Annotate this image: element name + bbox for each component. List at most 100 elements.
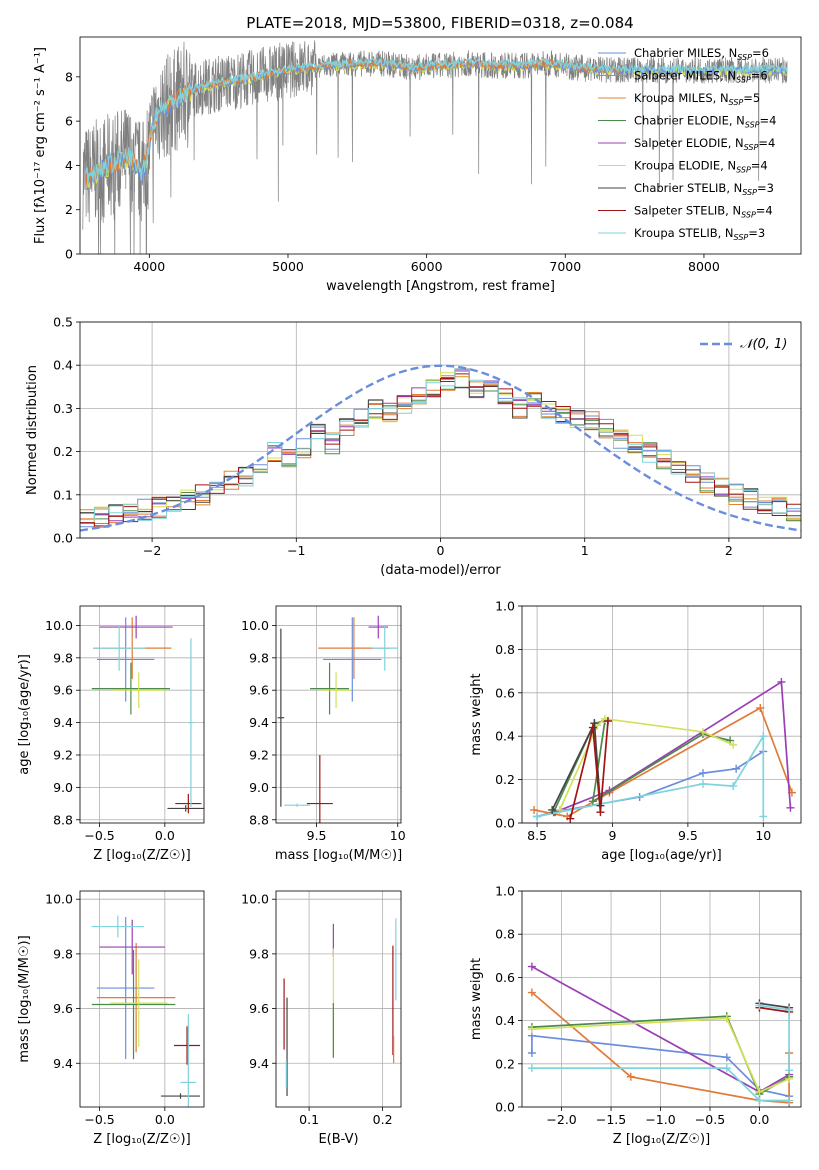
- y-tick-label: 8: [65, 69, 73, 84]
- weight-marker: [729, 782, 738, 791]
- y-tick-label: 1.0: [495, 599, 515, 614]
- weight-marker: [566, 814, 575, 823]
- y-tick-label: 10.0: [241, 618, 269, 633]
- axes-frame: [79, 321, 802, 539]
- y-tick-label: 0.0: [495, 816, 515, 831]
- legend-nssp: =4: [751, 159, 768, 173]
- x-axis-label: Z [log₁₀(Z/Z☉)]: [613, 1132, 710, 1147]
- axes-frame: [79, 890, 205, 1108]
- axes-frame: [521, 605, 802, 824]
- chart-residuals: −2 −1 0 1 2 0.0 0.1 0.2 0.3 0.4 0.5 (data-model)/er…: [25, 315, 802, 578]
- axes-frame: [521, 890, 802, 1108]
- y-tick-label: 0.3: [53, 401, 73, 416]
- y-tick-label: 0.2: [495, 772, 515, 787]
- y-tick-label: 9.4: [53, 715, 73, 730]
- weight-series-7: [569, 720, 609, 819]
- legend-entry-5: Kroupa ELODIE, NSSP=4: [634, 159, 768, 175]
- y-tick-label: 9.6: [53, 1001, 73, 1016]
- plot-area-residuals: [80, 364, 801, 538]
- y-axis-label: Normed distribution: [25, 365, 40, 495]
- plot-area-mass-vs-ebv: [283, 918, 397, 1097]
- weight-marker: [732, 764, 741, 773]
- y-tick-label: 0.4: [53, 358, 73, 373]
- y-tick-label: 0.1: [53, 487, 73, 502]
- grid-mass-vs-z: [80, 891, 204, 1107]
- plot-area-age-vs-mass: [277, 615, 398, 823]
- plot-area-mass-vs-z: [91, 915, 201, 1107]
- x-tick-label: 8000: [688, 259, 720, 274]
- weight-marker: [527, 1064, 536, 1073]
- model-spectrum-0: [84, 58, 788, 184]
- x-tick-label: −2.0: [546, 1112, 576, 1127]
- chart-mass-vs-z: −0.5 0.0 9.4 9.6 9.8 10.0 Z [log₁₀(Z/Z☉)] mass …: [17, 890, 205, 1147]
- legend-subscript: SSP: [737, 53, 752, 62]
- legend-entry-6: Chabrier STELIB, NSSP=3: [634, 181, 774, 197]
- x-tick-label: −0.5: [84, 828, 114, 843]
- x-tick-label: −1.5: [596, 1112, 626, 1127]
- y-tick-label: 9.8: [249, 946, 269, 961]
- y-tick-label: 0.2: [53, 444, 73, 459]
- x-tick-label: 8.5: [527, 828, 547, 843]
- x-tick-label: −1.0: [645, 1112, 675, 1127]
- legend-nssp: =4: [760, 114, 777, 128]
- y-tick-label: 9.0: [249, 780, 269, 795]
- chart-weight-vs-z: −2.0 −1.5 −1.0 −0.5 0.0 0.0 0.2 0.4 0.6 0.8 1.0 Z […: [469, 884, 802, 1147]
- y-tick-label: 9.6: [53, 683, 73, 698]
- legend-model-name: Salpeter STELIB, N: [634, 204, 741, 218]
- weight-marker: [729, 740, 738, 749]
- y-tick-label: 9.8: [249, 650, 269, 665]
- legend-subscript: SSP: [734, 233, 749, 242]
- weight-marker: [759, 732, 768, 741]
- weight-marker: [785, 1005, 794, 1014]
- chart-age-vs-mass: 9.5 10 8.8 9.0 9.2 9.4 9.6 9.8 10.0 mass [log₁₀(M…: [241, 605, 406, 863]
- legend-subscript: SSP: [741, 211, 756, 220]
- weight-marker: [755, 1001, 764, 1010]
- y-tick-label: 2: [65, 202, 73, 217]
- weight-marker: [755, 1087, 764, 1096]
- x-tick-label: 5000: [272, 259, 304, 274]
- x-axis-label: (data-model)/error: [380, 563, 501, 578]
- y-tick-label: 10.0: [45, 618, 73, 633]
- weight-marker: [785, 1074, 794, 1083]
- y-tick-label: 0.5: [53, 315, 73, 330]
- legend-nssp: =6: [752, 46, 769, 60]
- y-tick-label: 0.4: [495, 1013, 515, 1028]
- grid-residuals: [80, 321, 801, 539]
- legend-subscript: SSP: [742, 188, 757, 197]
- axes-frame: [275, 605, 402, 824]
- weight-marker: [786, 803, 795, 812]
- weight-marker: [756, 703, 765, 712]
- y-axis-label: mass [log₁₀(M/M☉)]: [17, 935, 32, 1062]
- plot-area-spectrum: [82, 40, 788, 254]
- chart-spectrum: 4000 5000 6000 7000 8000 0 2 4 6 8 wavelength [Ang…: [33, 36, 802, 294]
- y-tick-label: 9.6: [249, 1001, 269, 1016]
- weight-marker: [530, 805, 539, 814]
- grid-mass-vs-ebv: [276, 891, 401, 1107]
- weight-series-4: [558, 717, 734, 811]
- legend-nssp: =3: [757, 181, 774, 195]
- weight-marker: [533, 812, 542, 821]
- x-tick-label: 0.0: [750, 1112, 770, 1127]
- y-tick-label: 9.8: [53, 650, 73, 665]
- x-tick-label: 9.5: [678, 828, 698, 843]
- legend-subscript: SSP: [745, 121, 760, 130]
- x-tick-label: 6000: [411, 259, 443, 274]
- y-tick-label: 0.0: [495, 1100, 515, 1115]
- x-tick-label: 9.5: [307, 828, 327, 843]
- axes-frame: [79, 605, 205, 824]
- weight-marker: [722, 1064, 731, 1073]
- x-axis-label: Z [log₁₀(Z/Z☉)]: [93, 1132, 190, 1147]
- weight-marker: [527, 1025, 536, 1034]
- y-axis-label: Flux [fλ10⁻¹⁷ erg cm⁻² s⁻¹ A⁻¹]: [33, 47, 48, 244]
- grid-weight-vs-z: [522, 890, 801, 1108]
- legend-model-name: Chabrier ELODIE, N: [634, 114, 745, 128]
- weight-marker: [785, 1096, 794, 1105]
- axes-frame: [275, 890, 402, 1108]
- legend-nssp: =4: [756, 204, 773, 218]
- weight-series-7: [759, 1006, 790, 1013]
- legend-nssp: =6: [751, 69, 768, 83]
- legend-entry-3: Chabrier ELODIE, NSSP=4: [634, 114, 776, 130]
- weight-marker: [590, 719, 599, 728]
- weight-marker: [527, 988, 536, 997]
- chart-mass-vs-ebv: 0.1 0.2 9.4 9.6 9.8 10.0 E(B-V): [241, 890, 402, 1147]
